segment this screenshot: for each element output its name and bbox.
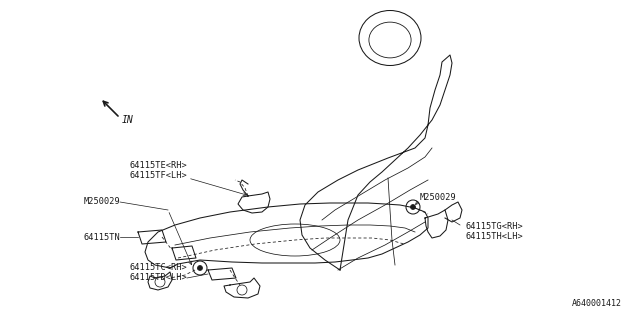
Text: 64115TG<RH>: 64115TG<RH>	[465, 222, 523, 231]
Text: M250029: M250029	[420, 194, 457, 203]
Text: 64115TN: 64115TN	[83, 233, 120, 242]
Text: IN: IN	[122, 115, 134, 125]
Text: 64115TD<LH>: 64115TD<LH>	[129, 273, 187, 282]
Text: A640001412: A640001412	[572, 299, 622, 308]
Text: 64115TF<LH>: 64115TF<LH>	[129, 171, 187, 180]
Circle shape	[410, 204, 415, 210]
Text: 64115TC<RH>: 64115TC<RH>	[129, 263, 187, 272]
Circle shape	[198, 266, 202, 270]
Text: 64115TH<LH>: 64115TH<LH>	[465, 232, 523, 241]
Text: M250029: M250029	[83, 197, 120, 206]
Text: 64115TE<RH>: 64115TE<RH>	[129, 161, 187, 170]
